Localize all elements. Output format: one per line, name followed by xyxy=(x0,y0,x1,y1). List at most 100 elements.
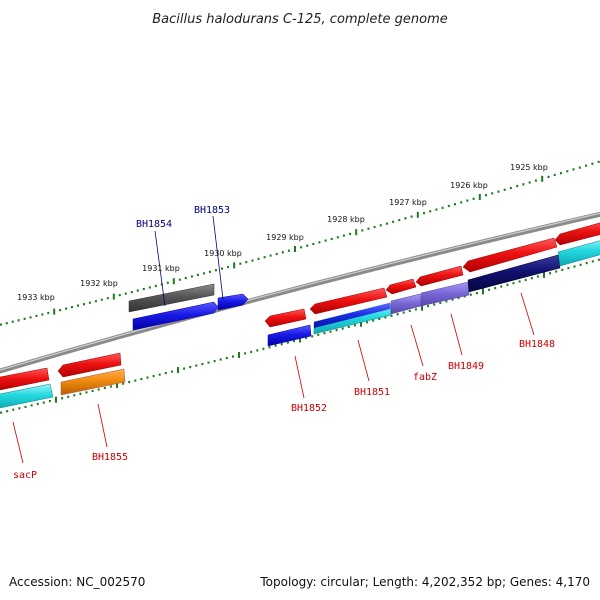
outer-scale-minor-tick xyxy=(306,244,309,247)
inner-scale-minor-tick xyxy=(494,287,497,290)
inner-scale-ticks xyxy=(0,258,600,414)
gene-forward-1[interactable] xyxy=(264,308,307,328)
map-title: Bacillus halodurans C-125, complete geno… xyxy=(152,12,448,27)
inner-scale-minor-tick xyxy=(244,352,247,355)
inner-scale-minor-tick xyxy=(561,268,564,271)
gene-bh1855[interactable] xyxy=(60,368,126,396)
outer-scale-minor-tick xyxy=(227,265,230,269)
outer-scale-minor-tick xyxy=(166,281,169,284)
gene-sacp[interactable] xyxy=(0,383,54,409)
gene-bh1848[interactable] xyxy=(467,254,561,293)
gene-sacp-forward[interactable] xyxy=(0,367,50,391)
outer-scale-minor-tick xyxy=(71,306,73,309)
inner-scale-minor-tick xyxy=(225,356,228,360)
inner-scale-minor-tick xyxy=(152,375,155,378)
gene-label-bh1853[interactable]: BH1853 xyxy=(194,205,230,216)
gene-bh1853[interactable] xyxy=(217,293,249,311)
inner-scale-minor-tick xyxy=(286,341,289,344)
outer-scale-minor-tick xyxy=(202,272,205,275)
inner-scale-minor-tick xyxy=(524,278,527,281)
outer-scale-major-tick xyxy=(294,246,296,252)
outer-scale-minor-tick xyxy=(130,291,133,294)
outer-scale-minor-tick xyxy=(118,294,121,297)
gene-forward-2[interactable] xyxy=(309,287,388,315)
outer-scale-minor-tick xyxy=(361,229,364,232)
scale-label-1928: 1928 kbp xyxy=(327,215,365,224)
inner-scale-minor-tick xyxy=(329,330,332,333)
scale-label-1929: 1929 kbp xyxy=(266,233,304,242)
inner-scale-minor-tick xyxy=(73,394,76,397)
inner-scale-minor-tick xyxy=(256,349,259,352)
outer-scale-minor-tick xyxy=(148,286,151,289)
outer-scale-minor-tick xyxy=(196,273,199,276)
inner-scale-minor-tick xyxy=(201,363,204,366)
outer-scale-minor-tick xyxy=(509,186,512,190)
outer-scale-minor-tick xyxy=(503,188,506,191)
gene-label-fabz[interactable]: fabZ xyxy=(413,372,437,383)
inner-scale-minor-tick xyxy=(408,309,411,313)
outer-scale-minor-tick xyxy=(528,181,531,184)
inner-scale-minor-tick xyxy=(384,316,387,319)
gene-bh1852[interactable] xyxy=(267,324,312,347)
inner-scale-minor-tick xyxy=(292,340,295,343)
outer-scale-minor-tick xyxy=(392,220,395,223)
inner-scale-minor-tick xyxy=(140,378,143,381)
gene-label-bh1854[interactable]: BH1854 xyxy=(136,219,172,230)
outer-scale-minor-tick xyxy=(497,190,500,193)
inner-scale-minor-tick xyxy=(268,346,271,349)
outer-scale-minor-tick xyxy=(65,307,68,310)
gene-bh1849[interactable] xyxy=(420,281,470,307)
outer-scale-minor-tick xyxy=(379,224,382,227)
outer-scale-minor-tick xyxy=(485,194,487,197)
outer-scale-minor-tick xyxy=(209,270,211,273)
outer-scale-minor-tick xyxy=(472,197,475,200)
inner-scale-minor-tick xyxy=(488,288,491,291)
outer-scale-minor-tick xyxy=(553,173,556,177)
inner-scale-minor-tick xyxy=(311,335,314,338)
inner-scale-minor-tick xyxy=(12,408,15,411)
inner-scale-minor-tick xyxy=(469,293,472,296)
outer-scale-major-tick xyxy=(478,194,481,200)
inner-scale-minor-tick xyxy=(378,317,381,321)
gene-label-sacp[interactable]: sacP xyxy=(13,470,37,481)
topology-summary-text: Topology: circular; Length: 4,202,352 bp… xyxy=(259,575,590,589)
outer-scale-minor-tick xyxy=(585,164,588,167)
inner-scale-minor-tick xyxy=(30,404,33,407)
inner-scale-minor-tick xyxy=(402,311,405,314)
inner-scale-minor-tick xyxy=(36,402,39,406)
inner-scale-minor-tick xyxy=(103,386,106,390)
outer-scale-minor-tick xyxy=(281,251,284,254)
inner-scale-minor-tick xyxy=(158,373,161,376)
inner-scale-minor-tick xyxy=(207,361,210,364)
gene-forward-4[interactable] xyxy=(415,265,464,287)
gene-label-bh1855[interactable]: BH1855 xyxy=(92,452,128,463)
outer-scale-minor-tick xyxy=(77,304,79,307)
inner-scale-minor-tick xyxy=(341,327,344,330)
gene-label-bh1848[interactable]: BH1848 xyxy=(519,339,555,350)
label-leader-lines xyxy=(12,215,535,464)
outer-scale-minor-tick xyxy=(245,261,248,264)
rna-gene-1[interactable] xyxy=(132,301,219,331)
outer-scale-minor-tick xyxy=(591,162,594,165)
outer-scale-minor-tick xyxy=(373,225,376,229)
inner-scale-minor-tick xyxy=(445,300,448,303)
outer-scale-minor-tick xyxy=(578,166,581,169)
gene-bh1855-forward[interactable] xyxy=(57,352,122,378)
outer-scale-minor-tick xyxy=(100,298,103,301)
outer-scale-minor-tick xyxy=(178,278,181,281)
gene-reverse-end[interactable] xyxy=(557,238,600,267)
gene-bh1854[interactable] xyxy=(128,283,215,313)
outer-scale-minor-tick xyxy=(597,160,600,163)
gene-label-bh1852[interactable]: BH1852 xyxy=(291,403,327,414)
gene-label-bh1851[interactable]: BH1851 xyxy=(354,387,390,398)
inner-scale-major-tick xyxy=(360,320,362,327)
gene-forward-3[interactable] xyxy=(385,278,417,295)
outer-scale-minor-tick xyxy=(287,249,290,252)
outer-scale-minor-tick xyxy=(106,297,109,300)
gene-fabz[interactable] xyxy=(390,293,422,315)
outer-scale-minor-tick xyxy=(0,323,2,326)
gene-forward-6[interactable] xyxy=(554,220,600,246)
gene-forward-5[interactable] xyxy=(462,237,558,273)
gene-label-bh1849[interactable]: BH1849 xyxy=(448,361,484,372)
inner-scale-minor-tick xyxy=(79,392,82,395)
